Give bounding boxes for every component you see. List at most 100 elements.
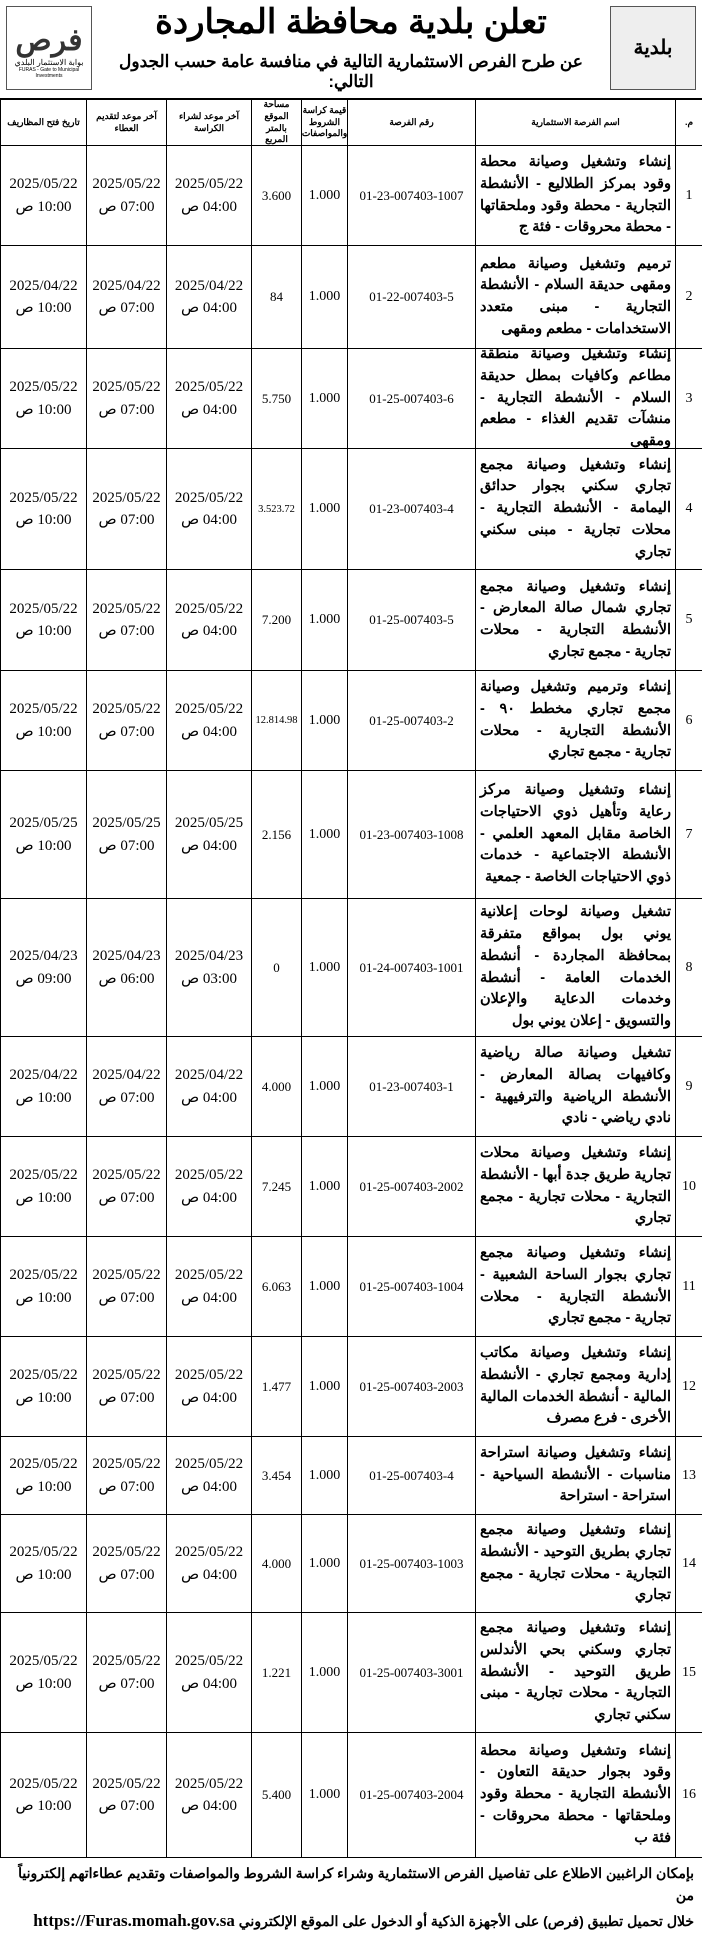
row-number: 2 [675,246,702,349]
time: 07:00 ص [98,1189,155,1206]
date: 2025/05/22 [174,1367,244,1383]
opportunity-name: إنشاء وتشغيل وصيانة محلات تجارية طريق جد… [475,1137,675,1237]
date-cell: 2025/05/22 04:00 ص [166,1337,251,1437]
date: 2025/04/22 [9,1067,78,1083]
time: 07:00 ص [98,198,155,215]
time: 07:00 ص [98,300,155,316]
time: 07:00 ص [98,1675,155,1692]
logo-text: بلدية [633,37,673,59]
date: 2025/04/23 [9,948,78,964]
date-cell: 2025/04/22 04:00 ص [166,1037,251,1137]
logo-right: بلدية [610,6,696,90]
date: 2025/05/25 [92,815,161,831]
date: 2025/05/22 [174,1653,244,1669]
date: 2025/05/22 [9,701,78,717]
header: بلدية تعلن بلدية محافظة المجاردة عن طرح … [0,0,702,100]
date-cell: 2025/05/22 07:00 ص [86,570,166,671]
date-cell: 2025/05/25 10:00 ص [0,771,86,899]
date-cell: 2025/05/22 10:00 ص [0,1337,86,1437]
date: 2025/05/22 [9,489,78,506]
date-cell: 2025/04/22 07:00 ص [86,1037,166,1137]
url: https://Furas.momah.gov.sa [33,1910,235,1930]
date-cell: 2025/05/22 10:00 ص [0,449,86,570]
opportunity-id: 01-25-007403-2003 [347,1337,475,1437]
opportunity-name: تشغيل وصيانة صالة رياضية وكافيهات بصالة … [475,1037,675,1137]
time: 10:00 ص [15,1189,72,1206]
time: 10:00 ص [15,401,72,418]
time: 10:00 ص [15,1478,72,1495]
fee: 1.000 [301,1237,347,1337]
time: 10:00 ص [15,1289,72,1306]
fee: 1.000 [301,1037,347,1137]
row-number: 6 [675,671,702,771]
date-cell: 2025/05/22 07:00 ص [86,1337,166,1437]
date: 2025/05/22 [174,1775,244,1792]
fee: 1.000 [301,771,347,899]
area: 6.063 [251,1237,301,1337]
time: 07:00 ص [98,1389,155,1406]
area: 3.523.72 [251,449,301,570]
opportunity-name: إنشاء وتشغيل وصيانة محطة وقود بجوار حديق… [475,1733,675,1858]
date-cell: 2025/05/22 04:00 ص [166,1237,251,1337]
date-cell: 2025/05/22 10:00 ص [0,671,86,771]
opportunity-name: تشغيل وصيانة لوحات إعلانية يوني بول بموا… [475,899,675,1037]
opportunity-name: إنشاء وتشغيل وصيانة مجمع تجاري بطريق الت… [475,1515,675,1613]
opportunity-name: إنشاء وتشغيل وصيانة استراحة مناسبات - ال… [475,1437,675,1515]
fee: 1.000 [301,1515,347,1613]
date-cell: 2025/05/22 07:00 ص [86,1437,166,1515]
date-cell: 2025/05/22 04:00 ص [166,349,251,449]
time: 07:00 ص [98,1089,155,1106]
date: 2025/05/22 [92,1267,161,1283]
date: 2025/05/22 [92,1775,161,1792]
header-cell: مساحة الموقع بالمتر المربع [251,100,301,146]
opportunity-name: إنشاء وترميم وتشغيل وصيانة مجمع تجاري مخ… [475,671,675,771]
opportunity-name: إنشاء وتشغيل وصيانة مجمع تجاري شمال صالة… [475,570,675,671]
opportunity-name: إنشاء وتشغيل وصيانة مجمع تجاري وسكني بحي… [475,1613,675,1733]
area: 7.200 [251,570,301,671]
area: 12.814.98 [251,671,301,771]
date-cell: 2025/04/23 09:00 ص [0,899,86,1037]
opportunity-id: 01-25-007403-2002 [347,1137,475,1237]
date-cell: 2025/05/25 04:00 ص [166,771,251,899]
header-cell: آخر موعد لتقديم العطاء [86,100,166,146]
date: 2025/05/22 [92,1544,161,1560]
date: 2025/04/23 [174,948,244,964]
table: م. اسم الفرصة الاستثمارية رقم الفرصة قيمة ك… [0,100,702,1858]
date-cell: 2025/04/22 10:00 ص [0,1037,86,1137]
date-cell: 2025/05/22 07:00 ص [86,1733,166,1858]
date: 2025/05/22 [174,1456,244,1472]
time: 04:00 ص [180,1675,238,1692]
opportunity-id: 01-25-007403-2 [347,671,475,771]
time: 07:00 ص [98,1566,155,1583]
date-cell: 2025/05/22 04:00 ص [166,671,251,771]
date-cell: 2025/05/22 10:00 ص [0,1137,86,1237]
time: 04:00 ص [180,300,238,316]
fee: 1.000 [301,1613,347,1733]
fee: 1.000 [301,671,347,771]
date-cell: 2025/04/22 04:00 ص [166,246,251,349]
date-cell: 2025/04/22 10:00 ص [0,246,86,349]
date-cell: 2025/05/22 10:00 ص [0,1437,86,1515]
time: 04:00 ص [180,837,238,854]
time: 04:00 ص [180,1189,238,1206]
time: 07:00 ص [98,1478,155,1495]
row-number: 9 [675,1037,702,1137]
time: 07:00 ص [98,623,155,639]
date-cell: 2025/05/22 07:00 ص [86,146,166,246]
area: 1.477 [251,1337,301,1437]
date: 2025/05/22 [9,1775,78,1792]
date: 2025/05/22 [174,489,244,506]
opportunity-id: 01-25-007403-3001 [347,1613,475,1733]
date: 2025/05/22 [9,1456,78,1472]
footer-line: بإمكان الراغبين الاطلاع على تفاصيل الفرص… [18,1865,694,1904]
date-cell: 2025/05/22 07:00 ص [86,1613,166,1733]
header-cell: م. [675,100,702,146]
row-number: 14 [675,1515,702,1613]
date-cell: 2025/05/25 07:00 ص [86,771,166,899]
date: 2025/04/22 [9,277,78,294]
row-number: 8 [675,899,702,1037]
date: 2025/05/22 [9,1367,78,1383]
date-cell: 2025/05/22 07:00 ص [86,449,166,570]
opportunity-name: إنشاء وتشغيل وصيانة منطقة مطاعم وكافيات … [475,349,675,449]
